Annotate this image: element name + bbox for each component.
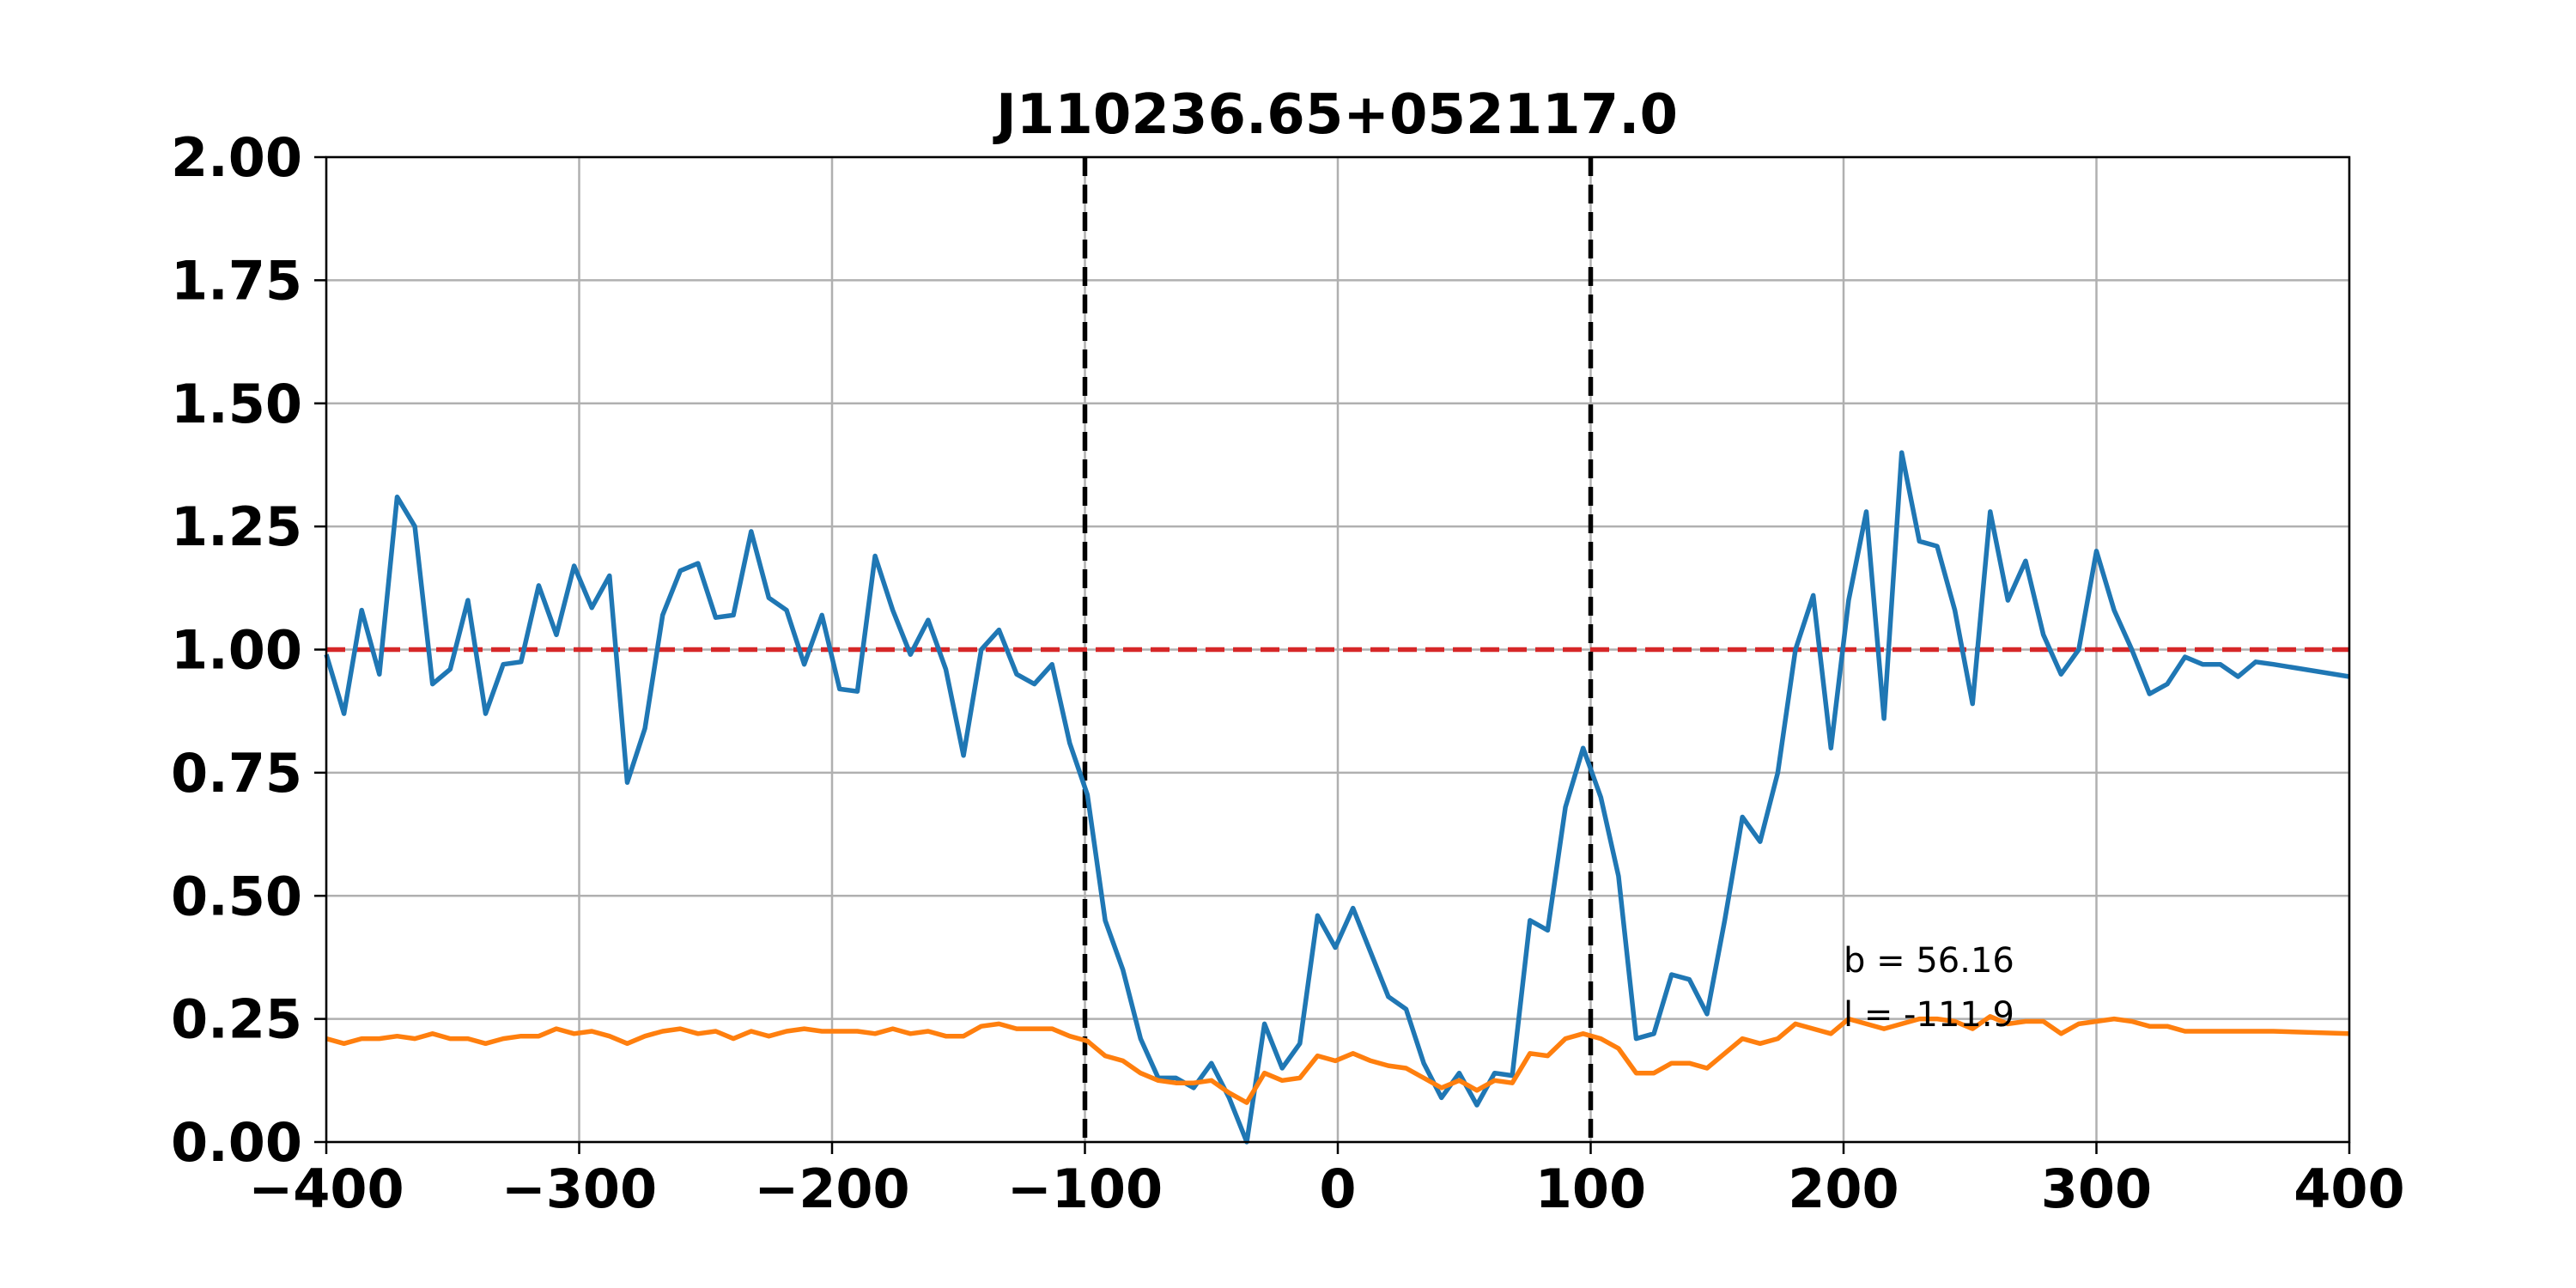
x-tick-label: −300 bbox=[501, 1157, 657, 1220]
axis-tick-labels: −400 −300 −200 −100 0 100 200 300 400 0.00 0.25 0.5… bbox=[171, 126, 2405, 1220]
x-tick-label: −400 bbox=[248, 1157, 404, 1220]
y-tick-label: 1.75 bbox=[171, 249, 302, 312]
x-tick-label: 200 bbox=[1788, 1157, 1899, 1220]
series-line-error bbox=[325, 1014, 2350, 1105]
annotations: b = 56.16 l = -111.9 bbox=[1844, 941, 2014, 1035]
y-tick-label: 2.00 bbox=[171, 126, 302, 189]
y-tick-label: 1.00 bbox=[171, 619, 302, 682]
y-tick-label: 1.25 bbox=[171, 495, 302, 558]
annotation-text: l = -111.9 bbox=[1844, 995, 2014, 1035]
x-tick-label: 400 bbox=[2293, 1157, 2404, 1220]
x-tick-label: −200 bbox=[754, 1157, 909, 1220]
y-tick-label: 0.00 bbox=[171, 1111, 302, 1174]
y-tick-label: 1.50 bbox=[171, 373, 302, 435]
x-tick-label: 0 bbox=[1319, 1157, 1356, 1220]
y-tick-label: 0.50 bbox=[171, 865, 302, 927]
series-line-flux bbox=[324, 450, 2350, 1145]
y-tick-label: 0.75 bbox=[171, 742, 302, 805]
x-tick-label: 100 bbox=[1535, 1157, 1646, 1220]
y-tick-label: 0.25 bbox=[171, 988, 302, 1051]
series-lines bbox=[324, 450, 2350, 1145]
chart-title: J110236.65+052117.0 bbox=[993, 83, 1678, 147]
axis-ticks bbox=[314, 155, 2351, 1154]
annotation-text: b = 56.16 bbox=[1844, 941, 2014, 981]
x-tick-label: −100 bbox=[1007, 1157, 1163, 1220]
reference-lines bbox=[326, 157, 2349, 1142]
x-tick-label: 300 bbox=[2041, 1157, 2152, 1220]
